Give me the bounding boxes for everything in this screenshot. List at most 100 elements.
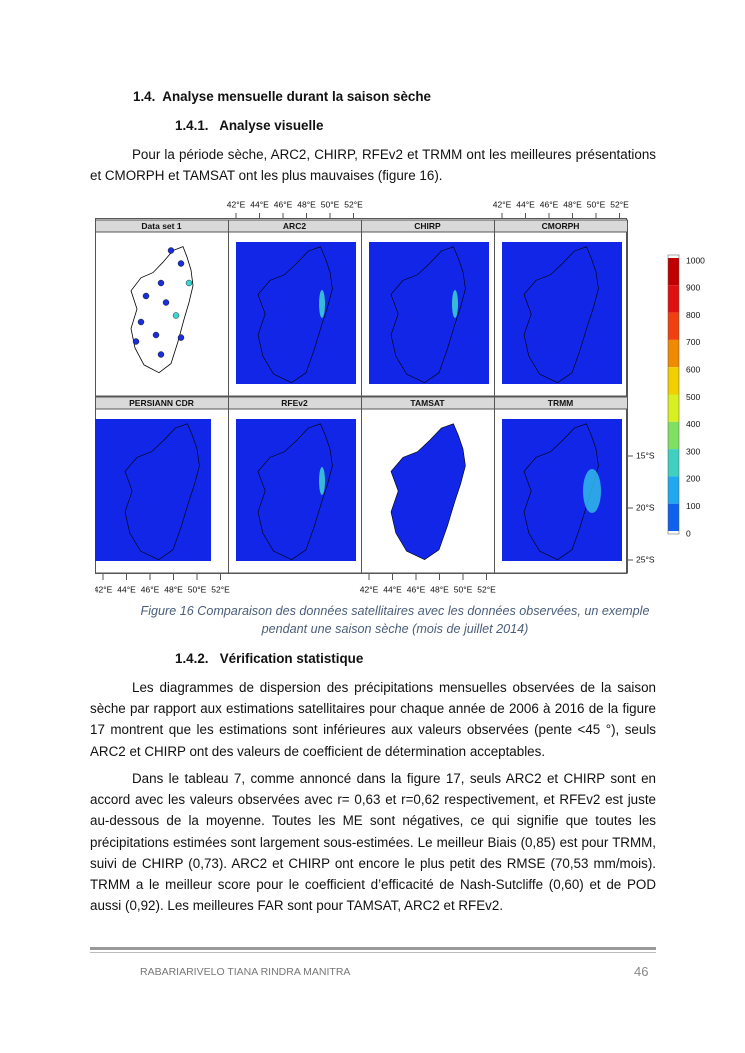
colorbar-segment	[668, 449, 679, 477]
island-outline	[130, 246, 194, 374]
lon-label: 42°E	[227, 199, 246, 209]
colorbar-segment	[668, 394, 679, 422]
lon-label: 52°E	[477, 584, 496, 594]
rain-patch	[583, 469, 601, 513]
rain-patch	[452, 290, 458, 318]
footer-author: RABARIARIVELO TIANA RINDRA MANITRA	[140, 966, 351, 978]
subsection-heading: 1.4.2. Vérification statistique	[175, 651, 363, 666]
page-number: 46	[634, 964, 649, 979]
colorbar-segment	[668, 312, 679, 340]
station	[132, 338, 140, 345]
rain-patch	[319, 467, 325, 495]
island-outline	[257, 246, 333, 383]
section-heading: 1.4. Analyse mensuelle durant la saison …	[133, 89, 431, 104]
island-outline	[124, 423, 200, 560]
lon-label: 46°E	[274, 199, 293, 209]
lat-label: 25°S	[636, 554, 655, 564]
lon-label: 50°E	[188, 584, 207, 594]
island-outline	[257, 423, 333, 560]
station	[157, 279, 165, 287]
lon-label: 50°E	[587, 199, 606, 209]
station	[142, 292, 150, 300]
colorbar-label: 1000	[686, 255, 705, 265]
lon-label: 44°E	[117, 584, 136, 594]
colorbar-label: 0	[686, 528, 691, 538]
station	[137, 318, 145, 326]
lon-label: 44°E	[383, 584, 402, 594]
paragraph: Les diagrammes de dispersion des précipi…	[90, 680, 656, 759]
colorbar-segment	[668, 258, 679, 286]
panel-title: TRMM	[548, 398, 574, 408]
lon-label: 44°E	[516, 199, 535, 209]
raster	[95, 419, 211, 561]
lon-label: 48°E	[563, 199, 582, 209]
lon-label: 52°E	[610, 199, 629, 209]
lon-label: 50°E	[321, 199, 340, 209]
footer-rule	[90, 947, 656, 950]
colorbar-label: 800	[686, 310, 700, 320]
panel-title: TAMSAT	[410, 398, 445, 408]
station	[162, 299, 170, 306]
colorbar-segment	[668, 503, 679, 531]
colorbar-label: 900	[686, 283, 700, 293]
island-outline	[523, 246, 599, 383]
station	[177, 260, 185, 267]
subsection-number: 1.4.2.	[175, 651, 209, 666]
subsection-number: 1.4.1.	[175, 118, 209, 133]
station	[177, 334, 185, 341]
section-title: Analyse mensuelle durant la saison sèche	[162, 89, 431, 104]
lon-label: 46°E	[540, 199, 559, 209]
paragraph: Dans le tableau 7, comme annoncé dans la…	[90, 771, 656, 914]
lon-label: 52°E	[344, 199, 363, 209]
station	[172, 312, 180, 319]
lon-label: 48°E	[430, 584, 449, 594]
island-outline	[390, 246, 466, 383]
panel-title: CMORPH	[542, 221, 580, 231]
raster	[369, 242, 489, 384]
panel-title: Data set 1	[141, 221, 181, 231]
island-fill	[390, 423, 466, 560]
rain-patch	[319, 290, 325, 318]
raster	[236, 419, 356, 561]
colorbar-frame	[667, 254, 680, 535]
raster	[502, 419, 622, 561]
lon-label: 50°E	[454, 584, 473, 594]
lon-label: 52°E	[211, 584, 230, 594]
colorbar-segment	[668, 339, 679, 368]
panel-border	[494, 408, 628, 574]
colorbar-segment	[668, 476, 679, 504]
colorbar-label: 500	[686, 392, 700, 402]
lon-label: 44°E	[250, 199, 269, 209]
colorbar-label: 400	[686, 419, 700, 429]
colorbar-label: 100	[686, 501, 700, 511]
colorbar-label: 600	[686, 364, 700, 374]
colorbar-label: 700	[686, 337, 700, 347]
panel-title: RFEv2	[281, 398, 308, 408]
colorbar-label: 200	[686, 474, 700, 484]
panel-title: PERSIANN CDR	[129, 398, 194, 408]
lon-label: 48°E	[164, 584, 183, 594]
panel-border	[494, 231, 628, 397]
lat-label: 20°S	[636, 502, 655, 512]
lon-label: 42°E	[493, 199, 512, 209]
raster	[502, 242, 622, 384]
lon-label: 42°E	[360, 584, 379, 594]
panel-title: CHIRP	[414, 221, 441, 231]
lon-label: 48°E	[297, 199, 316, 209]
station	[167, 247, 175, 254]
colorbar-segment	[668, 367, 679, 395]
panel-title: ARC2	[283, 221, 306, 231]
lat-label: 15°S	[636, 450, 655, 460]
lon-label: 42°E	[95, 584, 113, 594]
colorbar-segment	[668, 285, 679, 313]
station	[185, 279, 193, 287]
island-outline	[523, 423, 599, 560]
section-number: 1.4.	[133, 89, 156, 104]
lon-label: 46°E	[407, 584, 426, 594]
raster	[236, 242, 356, 384]
colorbar-label: 300	[686, 446, 700, 456]
lon-label: 46°E	[141, 584, 160, 594]
station	[152, 331, 160, 339]
station	[157, 351, 165, 358]
